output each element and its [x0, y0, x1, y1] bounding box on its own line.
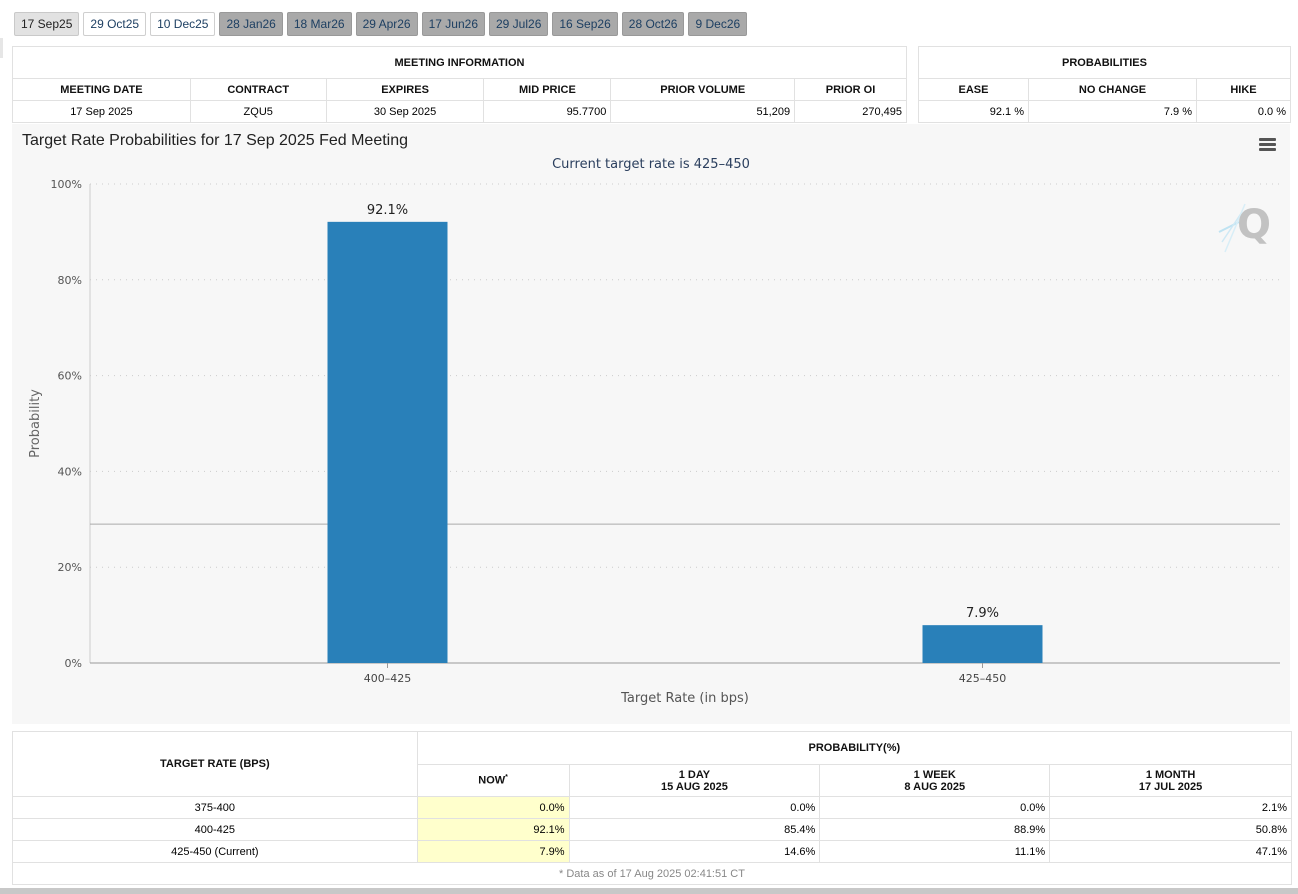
meeting-date-value: 17 Sep 2025: [12, 100, 191, 123]
left-edge-marker: [0, 38, 3, 58]
q-logo-icon: Q: [1218, 202, 1271, 253]
probabilities-table: PROBABILITIES EASE NO CHANGE HIKE 92.1 %…: [918, 46, 1291, 123]
header-probability: PROBABILITY(%): [416, 731, 1293, 765]
hike-value: 0.0 %: [1196, 100, 1291, 123]
header-no-change: NO CHANGE: [1028, 78, 1197, 101]
week-cell: 0.0%: [819, 796, 1051, 819]
meeting-tabs: 17 Sep25 29 Oct25 10 Dec25 28 Jan26 18 M…: [14, 12, 748, 36]
tab-28-oct26[interactable]: 28 Oct26: [621, 12, 685, 36]
now-cell: 7.9%: [416, 840, 570, 863]
prior-oi-value: 270,495: [794, 100, 907, 123]
y-tick-label: 0%: [65, 657, 82, 670]
probabilities-title: PROBABILITIES: [918, 46, 1291, 79]
contract-value: ZQU5: [189, 100, 327, 123]
y-tick-label: 80%: [58, 274, 82, 287]
now-cell: 0.0%: [416, 796, 570, 819]
hamburger-menu-icon[interactable]: [1259, 138, 1276, 152]
chart-subtitle: Current target rate is 425–450: [552, 157, 750, 172]
header-1-day: 1 DAY 15 AUG 2025: [568, 764, 821, 797]
tab-29-jul26[interactable]: 29 Jul26: [489, 12, 549, 36]
tab-18-mar26[interactable]: 18 Mar26: [286, 12, 352, 36]
day-cell: 14.6%: [568, 840, 821, 863]
chart-panel: 0% 20% 40% 60% 80% 100% 92.1% 400–425 7.9% 425–45…: [12, 124, 1290, 724]
week-cell: 88.9%: [819, 818, 1051, 841]
meeting-information-table: MEETING INFORMATION MEETING DATE CONTRAC…: [12, 46, 907, 123]
rate-cell: 375-400: [12, 796, 418, 819]
tab-29-oct25[interactable]: 29 Oct25: [83, 12, 147, 36]
table-row: 425-450 (Current) 7.9% 14.6% 11.1% 47.1%: [12, 840, 1292, 863]
table-row: 400-425 92.1% 85.4% 88.9% 50.8%: [12, 818, 1292, 841]
now-marker: *: [505, 774, 508, 782]
no-change-value: 7.9 %: [1028, 100, 1197, 123]
tab-28-jan26[interactable]: 28 Jan26: [219, 12, 283, 36]
svg-text:Q: Q: [1237, 202, 1271, 248]
month-cell: 2.1%: [1049, 796, 1292, 819]
tab-9-dec26[interactable]: 9 Dec26: [688, 12, 748, 36]
expires-value: 30 Sep 2025: [325, 100, 485, 123]
header-contract: CONTRACT: [189, 78, 327, 101]
chart-title: Target Rate Probabilities for 17 Sep 202…: [22, 132, 409, 149]
bar: [327, 221, 448, 663]
header-expires: EXPIRES: [325, 78, 485, 101]
header-1-week: 1 WEEK 8 AUG 2025: [819, 764, 1051, 797]
rate-cell: 400-425: [12, 818, 418, 841]
header-1-week-label: 1 WEEK: [913, 768, 956, 781]
header-prior-oi: PRIOR OI: [794, 78, 907, 101]
header-1-month: 1 MONTH 17 JUL 2025: [1049, 764, 1292, 797]
probability-bar-chart: 0% 20% 40% 60% 80% 100% 92.1% 400–425 7.9% 425–45…: [28, 178, 1280, 706]
x-axis-title: Target Rate (in bps): [620, 691, 749, 706]
header-meeting-date: MEETING DATE: [12, 78, 191, 101]
y-axis-title: Probability: [28, 389, 43, 458]
day-cell: 0.0%: [568, 796, 821, 819]
rate-cell: 425-450 (Current): [12, 840, 418, 863]
tab-17-jun26[interactable]: 17 Jun26: [421, 12, 485, 36]
header-prior-volume: PRIOR VOLUME: [610, 78, 796, 101]
y-tick-label: 100%: [51, 178, 82, 191]
header-1-month-label: 1 MONTH: [1145, 768, 1196, 781]
mid-price-value: 95.7700: [483, 100, 612, 123]
meeting-information-title: MEETING INFORMATION: [12, 46, 907, 79]
bottom-scrollbar[interactable]: [0, 888, 1298, 894]
tab-16-sep26[interactable]: 16 Sep26: [552, 12, 618, 36]
day-cell: 85.4%: [568, 818, 821, 841]
header-1-month-date: 17 JUL 2025: [1138, 780, 1203, 793]
data-timestamp-footnote: * Data as of 17 Aug 2025 02:41:51 CT: [12, 862, 1292, 885]
y-tick-label: 20%: [58, 561, 82, 574]
header-1-day-date: 15 AUG 2025: [661, 780, 728, 793]
header-hike: HIKE: [1196, 78, 1291, 101]
header-1-day-label: 1 DAY: [678, 768, 711, 781]
header-ease: EASE: [918, 78, 1029, 101]
month-cell: 50.8%: [1049, 818, 1292, 841]
tab-17-sep25[interactable]: 17 Sep25: [14, 12, 80, 36]
ease-value: 92.1 %: [918, 100, 1029, 123]
probability-history-table: TARGET RATE (BPS) PROBABILITY(%) NOW* 1 …: [12, 731, 1293, 885]
now-cell: 92.1%: [416, 818, 570, 841]
y-tick-label: 40%: [58, 465, 82, 478]
prior-volume-value: 51,209: [610, 100, 796, 123]
x-tick-label: 400–425: [364, 672, 412, 685]
x-tick-label: 425–450: [959, 672, 1007, 685]
month-cell: 47.1%: [1049, 840, 1292, 863]
bar-data-label: 92.1%: [367, 203, 408, 218]
header-mid-price: MID PRICE: [483, 78, 612, 101]
now-label: NOW: [478, 774, 506, 787]
header-now: NOW*: [416, 764, 570, 797]
week-cell: 11.1%: [819, 840, 1051, 863]
tab-29-apr26[interactable]: 29 Apr26: [355, 12, 418, 36]
bar: [922, 625, 1043, 663]
table-row: 375-400 0.0% 0.0% 0.0% 2.1%: [12, 796, 1292, 819]
header-1-week-date: 8 AUG 2025: [904, 780, 966, 793]
bar-data-label: 7.9%: [966, 606, 999, 621]
tab-10-dec25[interactable]: 10 Dec25: [150, 12, 216, 36]
y-tick-label: 60%: [58, 370, 82, 383]
header-target-rate: TARGET RATE (BPS): [12, 731, 418, 797]
